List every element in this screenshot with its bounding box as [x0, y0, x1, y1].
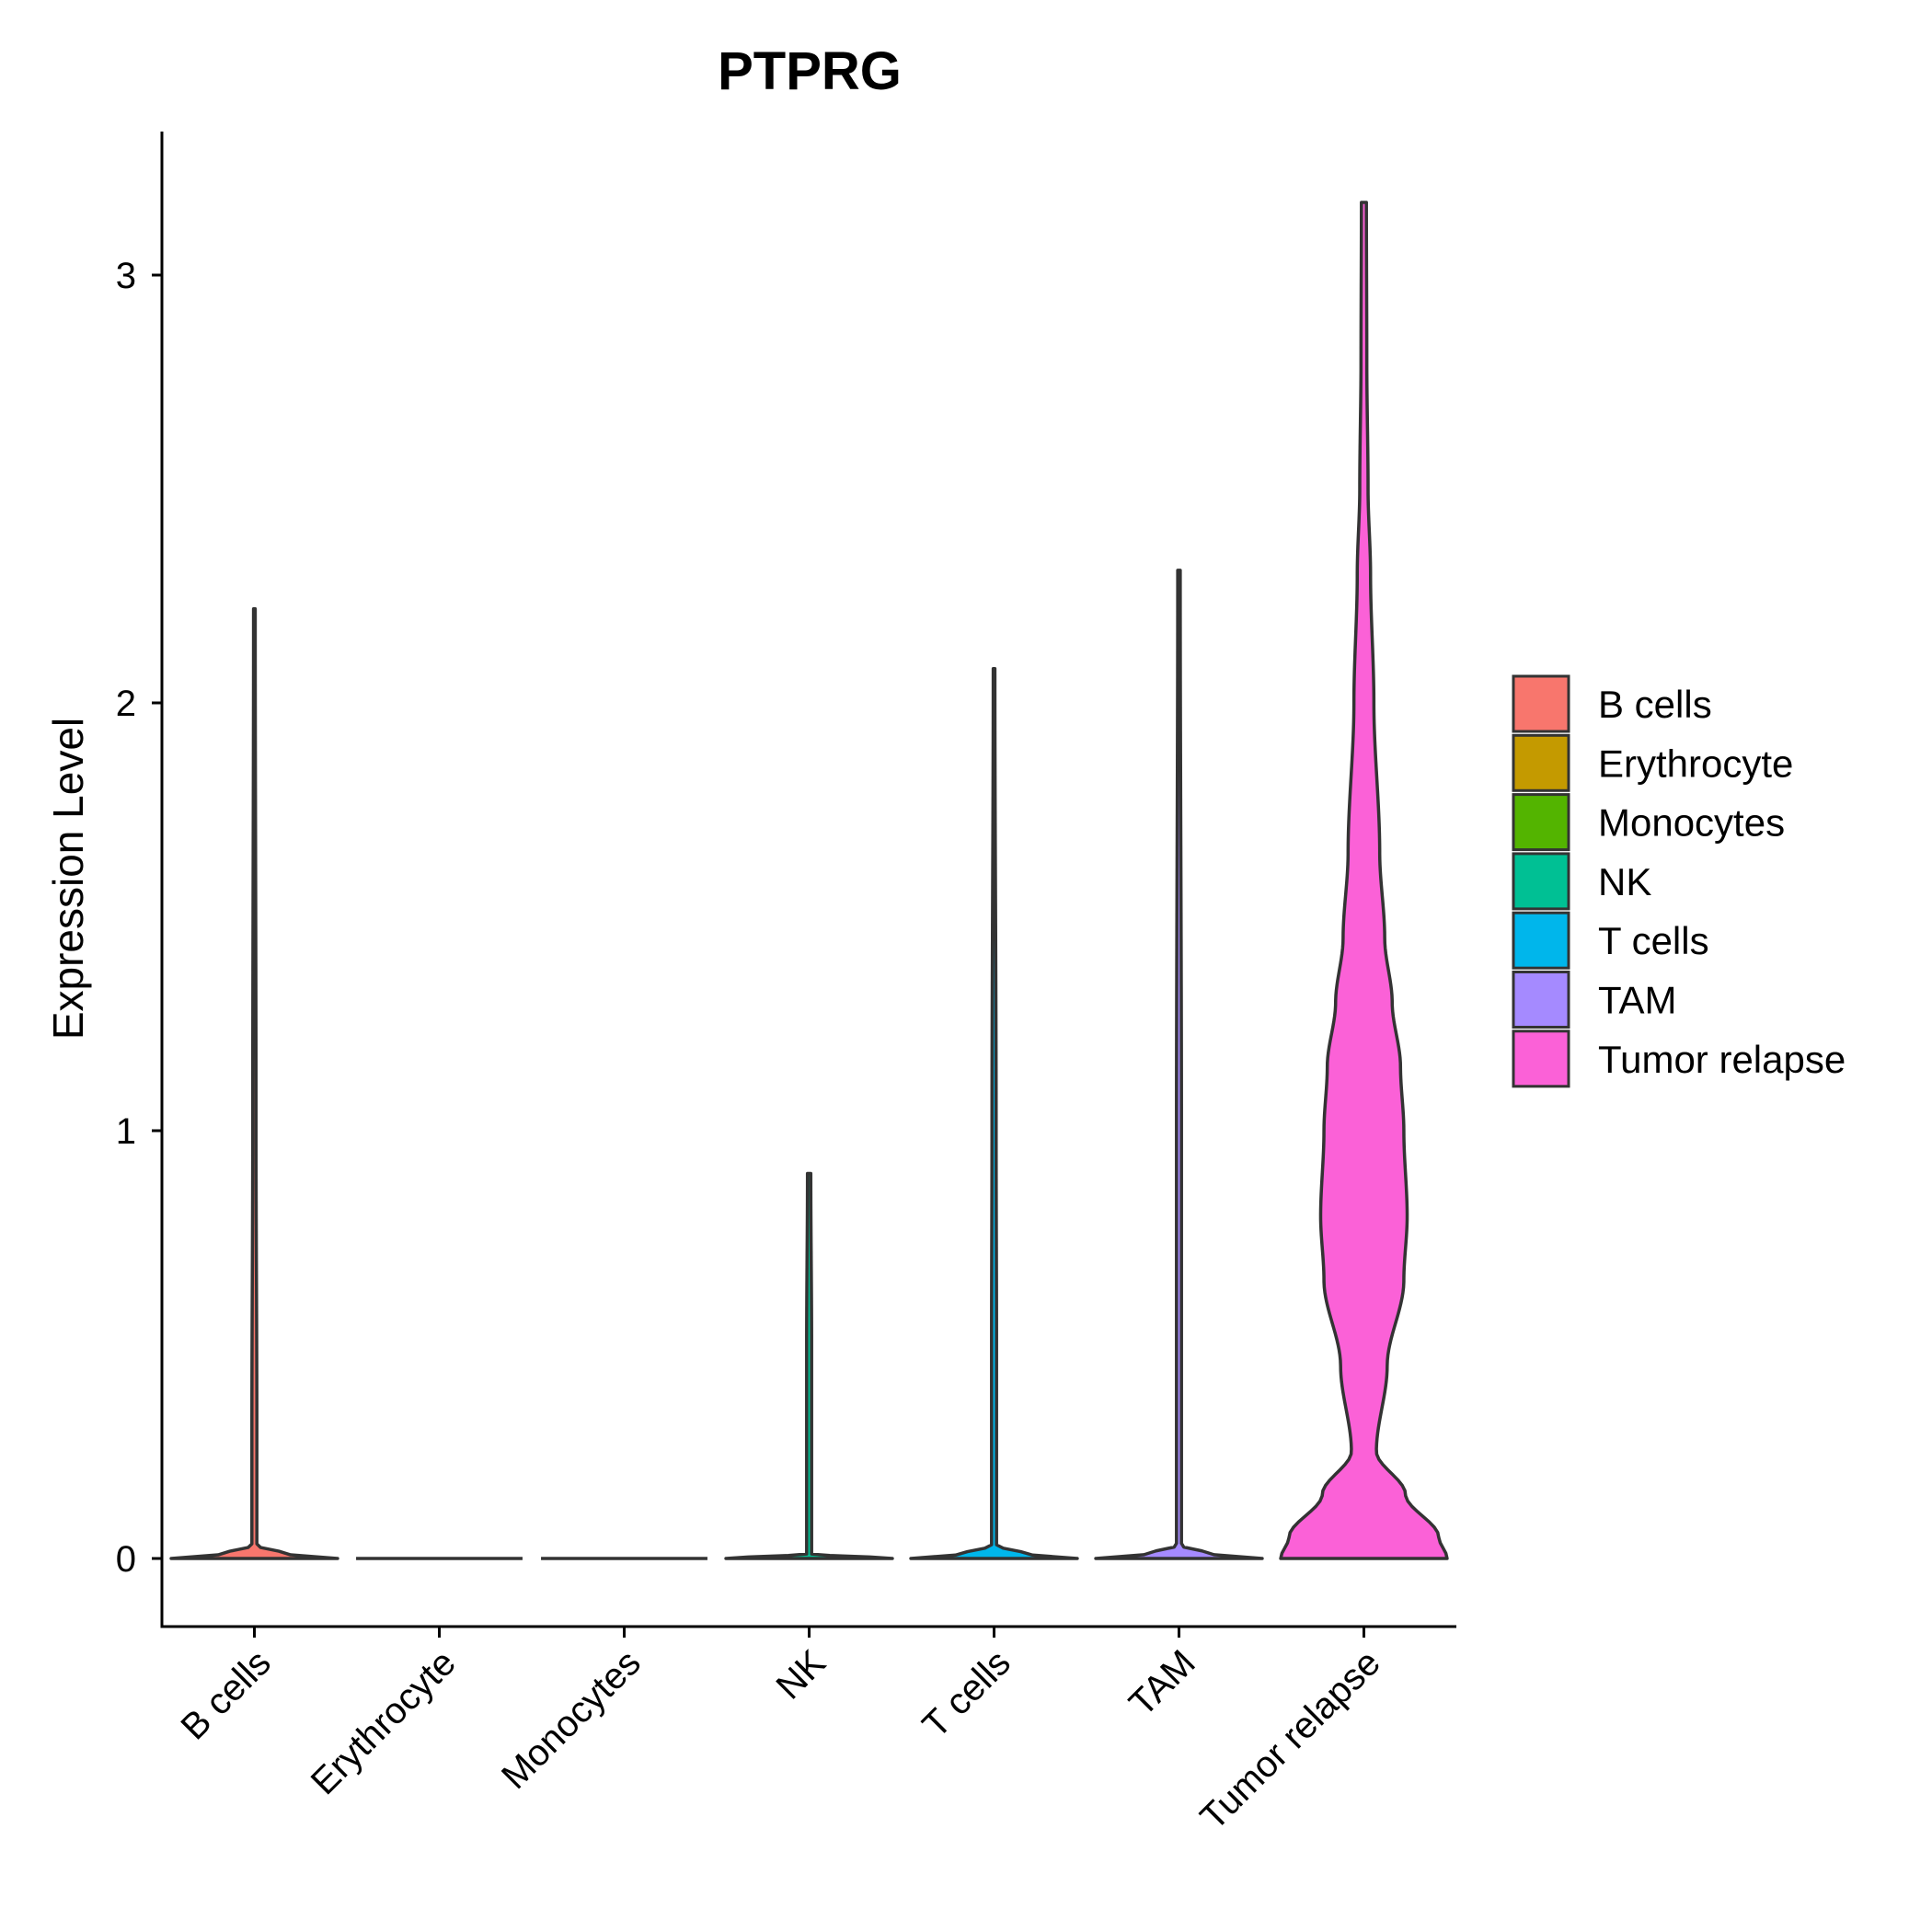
y-tick-label: 0 — [116, 1539, 136, 1580]
x-axis-ticks: B cells Erythrocyte Monocytes NK T cells TAMT… — [173, 1627, 1388, 1838]
x-tick-label: T cells — [915, 1642, 1018, 1745]
legend-label: Monocytes — [1598, 801, 1785, 845]
y-tick-label: 3 — [116, 256, 136, 296]
violin-b-cells — [169, 606, 339, 1560]
violin-t-cells — [909, 667, 1079, 1560]
violin-group — [169, 201, 1449, 1560]
violin-tam — [1094, 569, 1264, 1560]
violin-nk — [724, 1171, 894, 1560]
violin-tumor-relapse — [1279, 201, 1449, 1560]
legend-key-monocytes — [1512, 793, 1570, 852]
legend-key-erythrocyte — [1512, 733, 1570, 792]
legend-key-tumor-relapse — [1512, 1029, 1570, 1088]
legend-label: Tumor relapse — [1598, 1038, 1846, 1081]
x-tick-label: Erythrocyte — [304, 1642, 464, 1802]
y-tick-label: 2 — [116, 684, 136, 724]
y-axis-ticks: 0 1 2 3 — [116, 256, 162, 1580]
chart-title: PTPRG — [718, 41, 902, 101]
legend-label: T cells — [1598, 919, 1709, 962]
legend-label: TAM — [1598, 979, 1677, 1022]
legend-label: B cells — [1598, 683, 1712, 726]
x-tick-label: B cells — [173, 1642, 278, 1747]
legend-key-tam — [1512, 971, 1570, 1029]
x-tick-label: TAM — [1121, 1642, 1203, 1724]
x-tick-label: NK — [768, 1642, 834, 1708]
y-tick-label: 1 — [116, 1111, 136, 1152]
legend: B cells Erythrocyte Monocytes NK T cells TAM T… — [1512, 674, 1846, 1088]
legend-label: NK — [1598, 860, 1651, 903]
legend-key-nk — [1512, 852, 1570, 911]
legend-key-b-cells — [1512, 674, 1570, 733]
x-tick-label: Monocytes — [494, 1642, 649, 1797]
y-axis-title: Expression Level — [44, 718, 92, 1040]
legend-label: Erythrocyte — [1598, 742, 1793, 785]
x-tick-label: Tumor relapse — [1192, 1642, 1387, 1837]
legend-key-t-cells — [1512, 911, 1570, 970]
